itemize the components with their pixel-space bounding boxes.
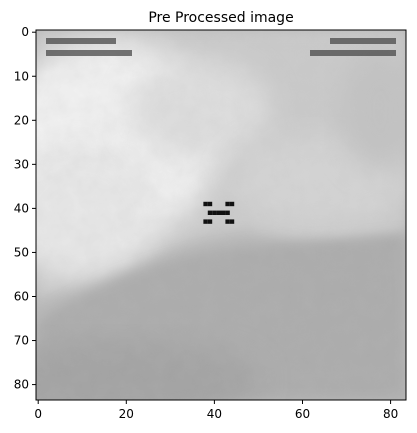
y-tick-label: 10: [14, 69, 29, 83]
crosshair-pixel: [208, 202, 212, 206]
y-tick-label: 30: [14, 157, 29, 171]
y-tick-label: 80: [14, 378, 29, 392]
crosshair-pixel: [225, 219, 229, 223]
crosshair-pixel: [212, 211, 216, 215]
x-tick-label: 0: [34, 407, 42, 421]
y-tick-label: 40: [14, 201, 29, 215]
y-tick-label: 50: [14, 245, 29, 259]
x-tick-label: 20: [119, 407, 134, 421]
crosshair-pixel: [203, 219, 207, 223]
image-area: [0, 30, 417, 420]
crosshair-pixel: [221, 211, 225, 215]
x-tick-label: 60: [295, 407, 310, 421]
y-tick-label: 70: [14, 334, 29, 348]
crosshair-pixel: [208, 219, 212, 223]
y-axis: 0 10 20 30 40 50 60 70 80: [14, 25, 36, 391]
y-tick-label: 0: [21, 25, 29, 39]
y-tick-label: 60: [14, 289, 29, 303]
y-tick-label: 20: [14, 113, 29, 127]
x-tick-label: 80: [383, 407, 398, 421]
crosshair-pixel: [230, 202, 234, 206]
crosshair-pixel: [225, 211, 229, 215]
chart-title: Pre Processed image: [148, 10, 293, 26]
x-axis: 0 20 40 60 80: [34, 400, 398, 421]
crosshair-pixel: [217, 211, 221, 215]
crosshair-pixel: [203, 202, 207, 206]
x-tick-label: 40: [207, 407, 222, 421]
crosshair-pixel: [230, 219, 234, 223]
crosshair-pixel: [208, 211, 212, 215]
crosshair-pixel: [225, 202, 229, 206]
